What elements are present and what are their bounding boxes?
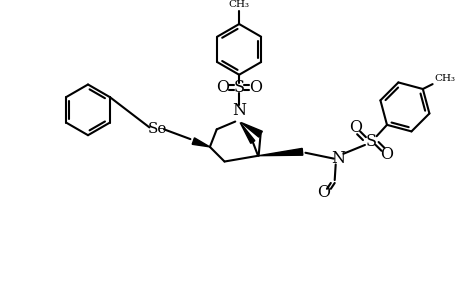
Text: O: O bbox=[249, 79, 262, 96]
Polygon shape bbox=[241, 122, 262, 137]
Text: CH₃: CH₃ bbox=[228, 0, 249, 9]
Polygon shape bbox=[258, 148, 302, 156]
Text: O: O bbox=[317, 184, 330, 201]
Polygon shape bbox=[192, 138, 209, 147]
Polygon shape bbox=[240, 122, 254, 143]
Text: S: S bbox=[364, 133, 375, 150]
Text: N: N bbox=[331, 150, 345, 167]
Text: CH₃: CH₃ bbox=[434, 74, 454, 83]
Text: Se: Se bbox=[147, 122, 167, 136]
Text: O: O bbox=[379, 146, 392, 163]
Text: O: O bbox=[216, 79, 229, 96]
Text: S: S bbox=[233, 79, 244, 96]
Text: N: N bbox=[232, 102, 246, 119]
Text: O: O bbox=[348, 119, 361, 136]
